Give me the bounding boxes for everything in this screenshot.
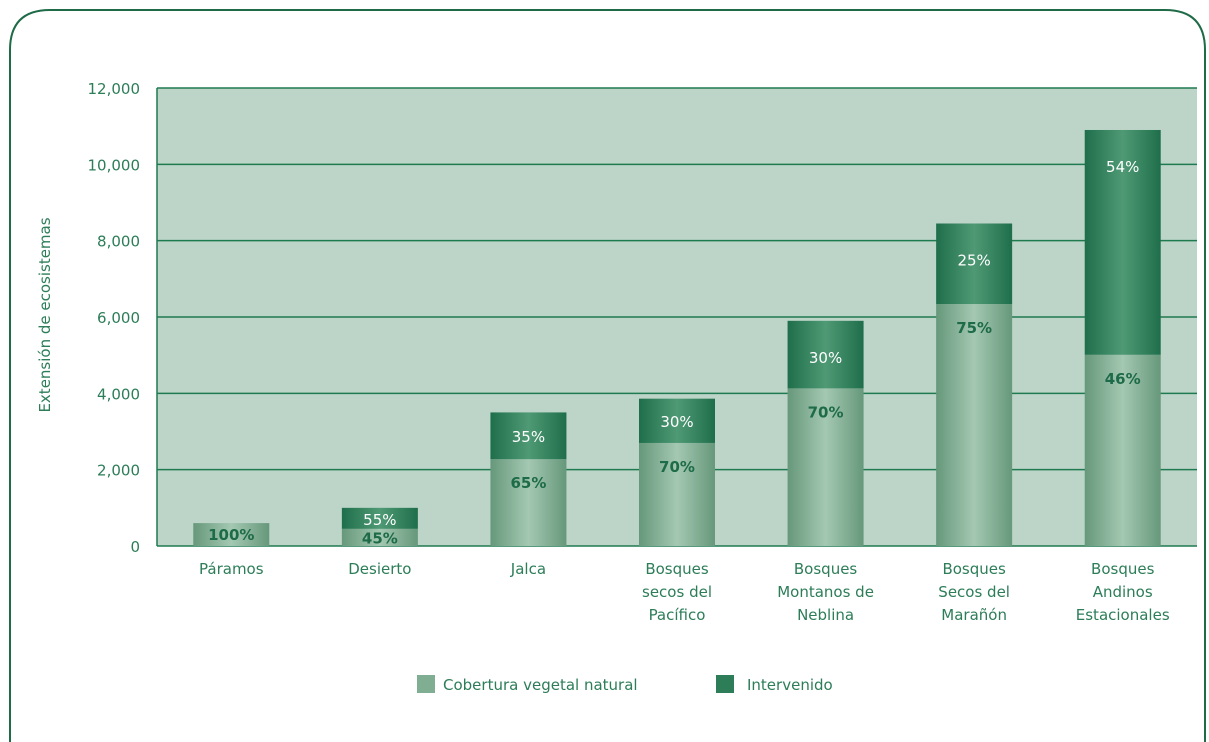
category-label: secos del: [642, 583, 712, 601]
data-label-natural: 45%: [362, 529, 398, 547]
bar-cobertura-natural: [193, 523, 270, 546]
category-label: Páramos: [199, 560, 264, 578]
category-label: Montanos de: [777, 583, 874, 601]
data-label-intervenido: 55%: [363, 511, 396, 529]
category-label: Andinos: [1093, 583, 1153, 601]
legend-label-intervenido: Intervenido: [747, 676, 833, 694]
y-tick-label: 12,000: [88, 80, 141, 98]
legend-swatch-intervenido: [716, 675, 734, 693]
bar-intervenido: [490, 412, 567, 460]
y-tick-label: 6,000: [97, 309, 140, 327]
data-label-natural: 65%: [510, 474, 546, 492]
category-label: Bosques: [794, 560, 858, 578]
y-tick-label: 0: [130, 538, 140, 556]
category-label: Jalca: [510, 560, 546, 578]
bars: 100% 45%55% 65% 35% 70% 30% 70% 30% 75% 25% 46% 54%: [193, 129, 1161, 547]
bar-cobertura-natural: [1084, 354, 1161, 546]
bar-intervenido: [639, 398, 715, 443]
x-axis: Páramos Desierto Jalca Bosques secos del Pací…: [199, 560, 1170, 624]
data-label-intervenido: 35%: [512, 428, 545, 446]
category-label: Bosques: [645, 560, 709, 578]
bar-intervenido: [1084, 129, 1161, 355]
data-label-natural: 70%: [808, 403, 844, 421]
bar-cobertura-natural: [936, 304, 1013, 546]
y-tick-label: 8,000: [97, 233, 140, 251]
category-label: Desierto: [348, 560, 411, 578]
legend-swatch-natural: [417, 675, 435, 693]
bar-cobertura-natural: [490, 459, 567, 546]
data-label-natural: 70%: [659, 458, 695, 476]
data-label-natural: 100%: [208, 526, 254, 544]
data-label-intervenido: 54%: [1106, 158, 1139, 176]
bar-intervenido: [341, 507, 418, 529]
bar-cobertura-natural: [787, 388, 864, 546]
y-tick-label: 2,000: [97, 462, 140, 480]
data-label-intervenido: 30%: [809, 349, 842, 367]
y-axis-label: Extensión de ecosistemas: [36, 217, 54, 412]
category-label: Neblina: [797, 606, 854, 624]
category-label: Pacífico: [649, 606, 706, 624]
category-label: Bosques: [942, 560, 1006, 578]
data-label-intervenido: 25%: [957, 251, 990, 269]
category-label: Bosques: [1091, 560, 1155, 578]
bar-cobertura-natural: [341, 528, 418, 546]
data-label-intervenido: 30%: [660, 413, 693, 431]
legend: Cobertura vegetal natural Intervenido: [417, 675, 833, 694]
bar-intervenido: [936, 223, 1013, 305]
y-tick-label: 4,000: [97, 385, 140, 403]
bar-intervenido: [787, 320, 864, 389]
category-label: Estacionales: [1076, 606, 1170, 624]
category-label: Marañón: [941, 606, 1007, 624]
rounded-frame: [9, 9, 1206, 742]
plot-area: [156, 87, 1197, 547]
y-tick-label: 10,000: [88, 156, 141, 174]
data-label-natural: 46%: [1105, 370, 1141, 388]
y-axis: 0 2,000 4,000 6,000 8,000 10,000 12,000: [88, 80, 141, 556]
legend-label-natural: Cobertura vegetal natural: [443, 676, 638, 694]
bar-cobertura-natural: [639, 442, 715, 546]
data-label-natural: 75%: [956, 319, 992, 337]
category-label: Secos del: [938, 583, 1010, 601]
